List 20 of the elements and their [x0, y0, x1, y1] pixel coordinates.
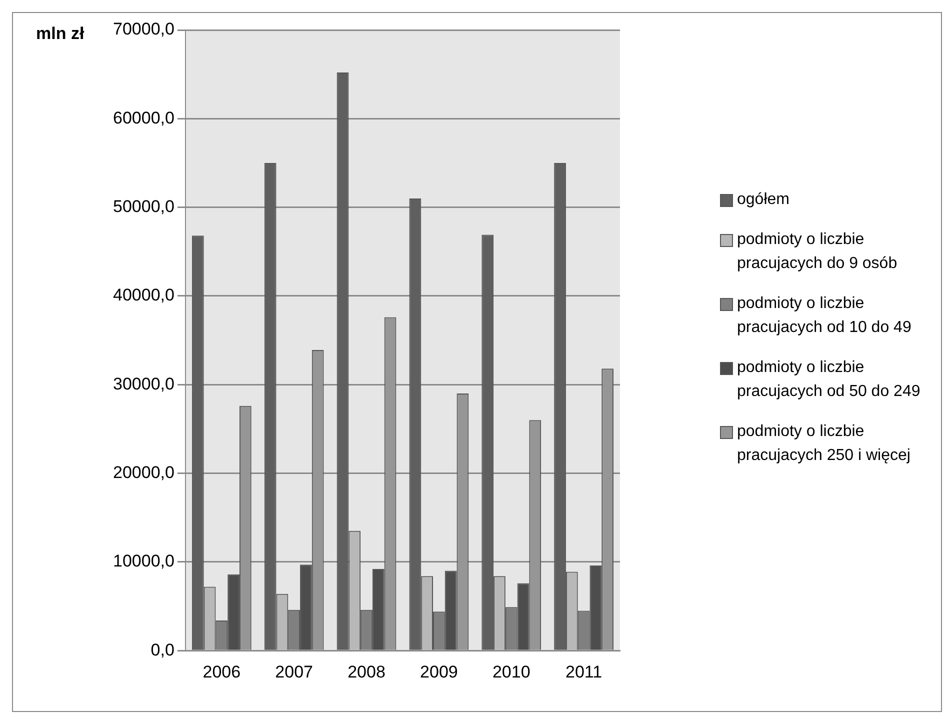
y-tick-label: 0,0 [150, 640, 174, 660]
x-tick-label: 2008 [348, 662, 386, 682]
y-axis-title: mln zł [36, 24, 84, 44]
x-tick-label: 2007 [275, 662, 313, 682]
y-tick-label: 70000,0 [113, 20, 174, 39]
y-tick-label: 10000,0 [113, 552, 174, 571]
y-tick-label: 30000,0 [113, 374, 174, 394]
x-tick-label: 2009 [420, 662, 458, 682]
y-tick-label: 50000,0 [113, 197, 174, 216]
x-tick-label: 2006 [202, 662, 241, 682]
x-tick-label: 2011 [566, 662, 602, 682]
y-tick-label: 60000,0 [113, 108, 174, 128]
legend-label: ogółem [737, 190, 790, 210]
legend-label: podmioty o liczbie pracujacych do 9 osób [737, 230, 898, 274]
y-tick-label: 40000,0 [113, 286, 174, 305]
legend-label: podmioty o liczbie pracujacych 250 i więcej [737, 422, 912, 466]
x-tick-label: 2010 [492, 662, 530, 682]
legend-label: podmioty o liczbie pracujacych od 50 do 249 [737, 358, 922, 402]
y-tick-label: 20000,0 [113, 462, 174, 482]
legend-label: podmioty o liczbie pracujacych od 10 do 49 [737, 294, 912, 338]
